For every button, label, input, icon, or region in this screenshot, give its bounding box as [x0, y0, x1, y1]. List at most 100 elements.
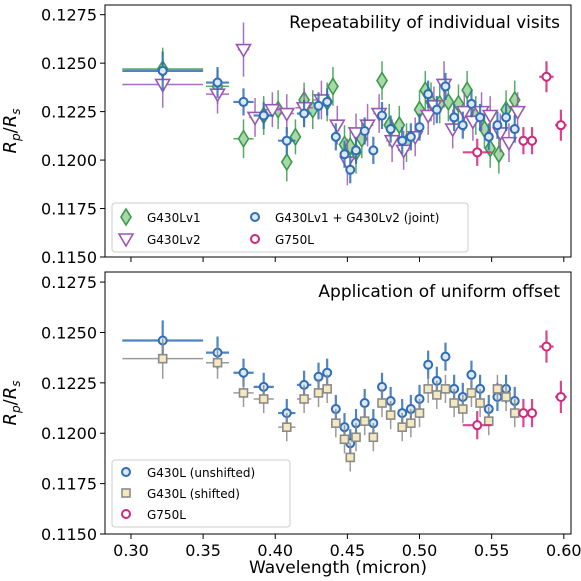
data-point	[351, 145, 362, 156]
bottom-y-tick-label: 0.1200	[41, 424, 97, 443]
legend-symbol	[120, 207, 132, 227]
data-point	[368, 145, 379, 156]
data-point	[492, 144, 505, 164]
top-series-g430lv1-g430lv2-joint	[122, 51, 520, 184]
x-tick-label: 0.50	[402, 541, 438, 560]
top-marks	[122, 22, 567, 186]
top-y-tick-label: 0.1150	[41, 248, 97, 267]
data-point	[339, 149, 350, 160]
bottom-y-tick-label: 0.1250	[41, 323, 97, 342]
data-point	[541, 71, 552, 82]
legend-label-unshifted: G430L (unshifted)	[147, 466, 255, 480]
legend-marker-shifted	[121, 488, 131, 498]
legend-label-shifted: G430L (shifted)	[147, 487, 240, 501]
legend-label-g430lv2: G430Lv2	[147, 233, 201, 247]
top-y-tick-label: 0.1175	[41, 200, 97, 219]
data-point	[322, 96, 333, 107]
data-point	[414, 408, 425, 418]
data-point	[405, 131, 416, 142]
data-point	[339, 434, 350, 445]
legend-marker-unshifted	[121, 467, 131, 477]
data-point	[406, 418, 416, 428]
x-tick-label: 0.45	[330, 541, 366, 560]
data-point	[299, 108, 310, 119]
data-point	[351, 432, 361, 443]
data-point	[345, 452, 356, 463]
x-tick-label: 0.40	[257, 541, 293, 560]
bottom-y-tick-label: 0.1275	[41, 273, 97, 292]
bottom-legend: G430L (unshifted) G430L (shifted) G750L	[111, 459, 291, 528]
legend-marker-g430lv2	[117, 233, 135, 248]
data-point	[377, 110, 388, 121]
data-point	[483, 416, 494, 426]
data-point	[423, 359, 434, 370]
data-point	[313, 388, 324, 398]
top-y-tick-label: 0.1250	[41, 54, 97, 73]
data-point	[212, 357, 223, 368]
x-tick-label: 0.35	[185, 541, 221, 560]
data-point	[555, 120, 566, 131]
data-point	[238, 96, 249, 107]
data-point	[419, 109, 437, 125]
data-point	[299, 394, 309, 404]
data-point	[258, 394, 269, 404]
x-tick-labels: 0.30 0.35 0.40 0.45 0.50 0.55 0.60	[113, 541, 581, 560]
top-legend-box	[111, 202, 469, 253]
data-point	[475, 112, 486, 123]
data-point	[397, 135, 408, 146]
data-point	[472, 420, 483, 431]
bottom-y-tick-labels: 0.1150 0.1175 0.1200 0.1225 0.1250 0.127…	[41, 273, 97, 544]
data-point	[466, 98, 477, 109]
data-point	[377, 398, 387, 408]
data-point	[385, 410, 396, 420]
data-point	[313, 100, 324, 111]
data-point	[527, 135, 538, 146]
data-point	[376, 71, 388, 91]
data-point	[423, 384, 433, 394]
data-point	[481, 109, 499, 125]
data-point	[359, 126, 370, 136]
data-point	[235, 43, 252, 59]
bottom-y-tick-label: 0.1225	[41, 374, 97, 393]
top-ticks	[100, 14, 565, 262]
data-point	[444, 123, 462, 138]
data-point	[492, 120, 503, 131]
data-point	[281, 135, 292, 146]
legend-symbol	[121, 488, 131, 498]
data-point	[501, 112, 512, 123]
data-point	[509, 408, 520, 418]
data-point	[157, 353, 168, 364]
data-point	[475, 398, 485, 408]
data-point	[457, 404, 468, 414]
top-panel-title: Repeatability of individual visits	[289, 13, 560, 33]
data-point	[359, 416, 370, 426]
legend-symbol	[250, 234, 260, 244]
legend-label-g750l-bottom: G750L	[147, 508, 186, 522]
bottom-series-g750l	[462, 330, 567, 440]
data-point	[472, 147, 483, 158]
data-point	[501, 392, 511, 402]
x-tick-label: 0.30	[113, 541, 149, 560]
bottom-marks	[122, 320, 567, 472]
legend-label-joint: G430Lv1 + G430Lv2 (joint)	[275, 211, 439, 225]
bottom-panel-title: Application of uniform offset	[318, 282, 560, 302]
data-point	[281, 422, 292, 432]
legend-label-g430lv1: G430Lv1	[147, 211, 201, 225]
panel-top: Repeatability of individual visits 0.115…	[0, 4, 572, 267]
data-point	[157, 65, 168, 76]
legend-marker-g750l-bottom	[121, 509, 131, 519]
bottom-y-tick-label: 0.1150	[41, 525, 97, 544]
data-point	[328, 119, 346, 134]
data-point	[500, 136, 518, 152]
top-legend: G430Lv1 G430Lv2 G430Lv1 + G430Lv2 (joint…	[111, 202, 469, 253]
top-y-tick-label: 0.1200	[41, 151, 97, 170]
data-point	[431, 104, 442, 115]
data-point	[345, 164, 356, 175]
data-point	[322, 384, 332, 394]
legend-symbol	[121, 467, 131, 477]
data-point	[414, 122, 425, 133]
bottom-y-axis-label: Rp/Rs	[0, 381, 23, 426]
top-series-g750l	[462, 61, 567, 166]
data-point	[449, 112, 460, 123]
